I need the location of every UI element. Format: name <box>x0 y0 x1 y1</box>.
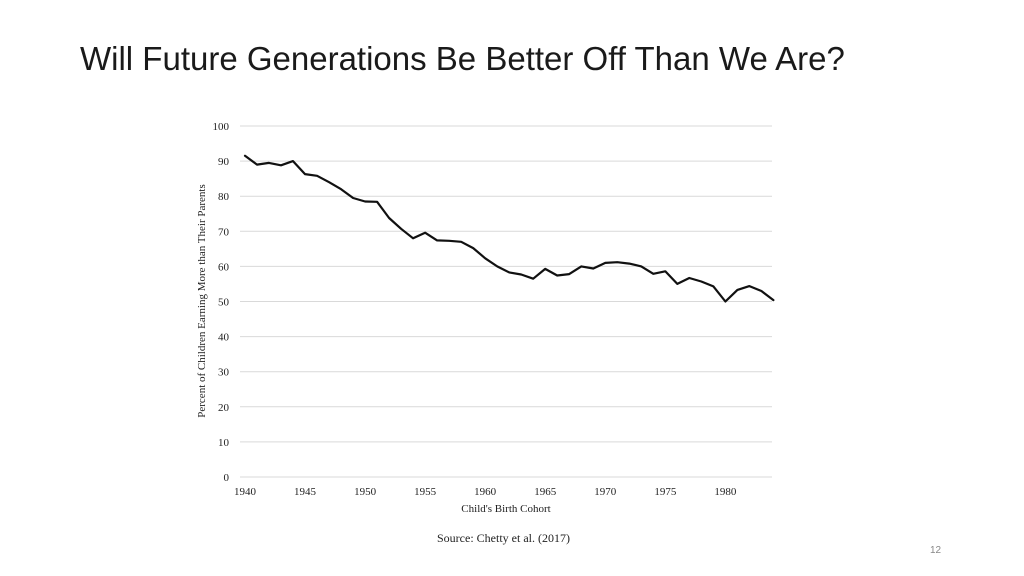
y-tick-label: 80 <box>218 191 230 203</box>
x-tick-label: 1980 <box>714 486 737 498</box>
y-tick-label: 70 <box>218 226 230 238</box>
y-tick-label: 50 <box>218 297 230 309</box>
y-tick-label: 40 <box>218 332 230 344</box>
series-layer <box>243 154 775 303</box>
slide-title: Will Future Generations Be Better Off Th… <box>80 40 845 77</box>
x-axis-label: Child's Birth Cohort <box>461 503 550 515</box>
x-tick-label: 1975 <box>654 486 677 498</box>
source-citation: Source: Chetty et al. (2017) <box>437 531 570 545</box>
y-tick-label: 20 <box>218 402 230 414</box>
x-tick-label: 1950 <box>354 486 377 498</box>
y-tick-labels: 0 10 20 30 40 50 60 70 80 90 100 <box>213 121 230 484</box>
y-tick-label: 100 <box>213 121 230 133</box>
x-tick-label: 1940 <box>234 486 257 498</box>
page-number: 12 <box>930 545 942 556</box>
y-tick-label: 10 <box>218 437 230 449</box>
x-tick-label: 1955 <box>414 486 437 498</box>
x-tick-label: 1970 <box>594 486 617 498</box>
y-tick-label: 30 <box>218 367 230 379</box>
y-axis-label: Percent of Children Earning More than Th… <box>196 184 208 417</box>
x-tick-label: 1945 <box>294 486 317 498</box>
x-tick-labels: 1940 1945 1950 1955 1960 1965 1970 1975 1980 <box>234 486 737 498</box>
grid-lines <box>240 125 772 478</box>
x-tick-label: 1960 <box>474 486 497 498</box>
x-tick-label: 1965 <box>534 486 557 498</box>
series-line-0 <box>243 154 775 303</box>
y-tick-label: 0 <box>224 472 230 484</box>
y-tick-label: 60 <box>218 261 230 273</box>
y-tick-label: 90 <box>218 156 230 168</box>
